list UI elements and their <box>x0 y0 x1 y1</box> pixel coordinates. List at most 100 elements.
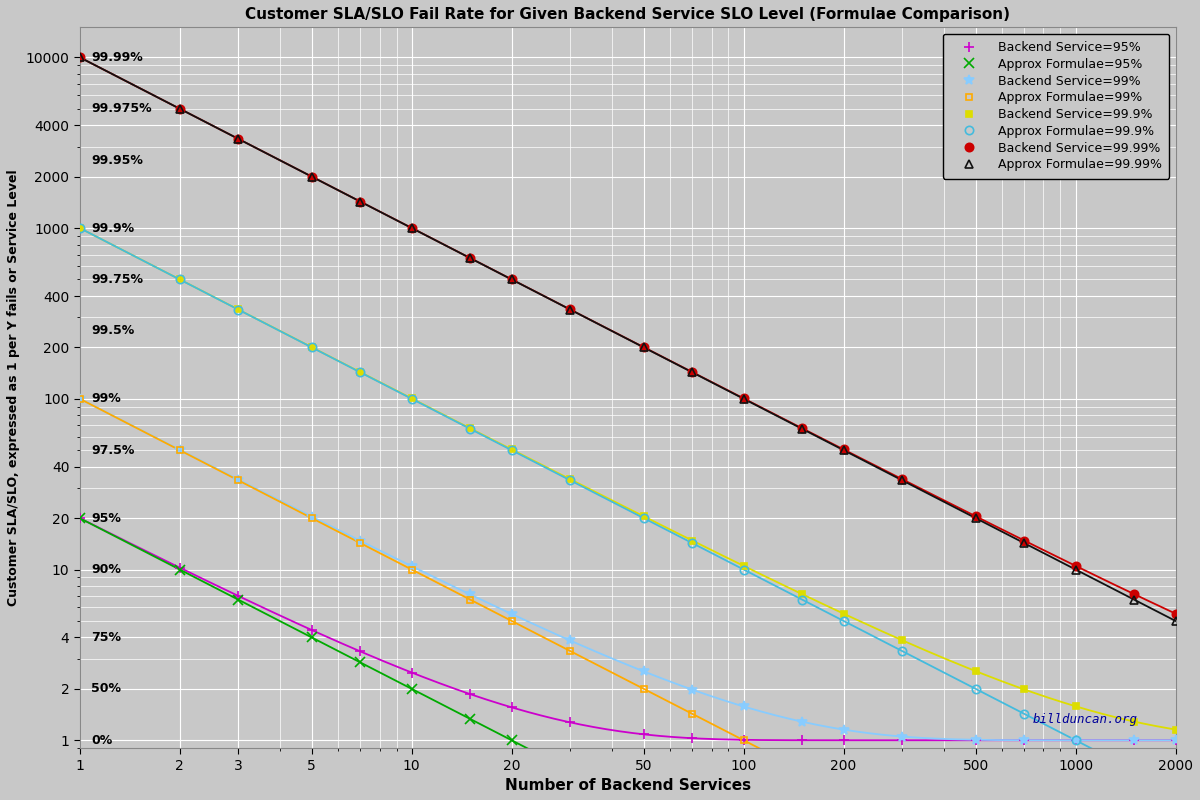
Approx Formulae=99.99% <box>895 475 910 485</box>
Backend Service=99% <box>353 536 367 546</box>
Approx Formulae=99% <box>737 735 751 745</box>
Approx Formulae=99.99% <box>305 172 319 182</box>
Backend Service=95% <box>1018 735 1032 745</box>
Backend Service=95% <box>1169 735 1183 745</box>
Approx Formulae=99.99% <box>563 305 577 314</box>
Line: Approx Formulae=99.9%: Approx Formulae=99.9% <box>76 224 1180 796</box>
Backend Service=95% <box>968 735 983 745</box>
Approx Formulae=99.99% <box>836 446 851 455</box>
Backend Service=99.9% <box>685 536 700 546</box>
Backend Service=99.99% <box>1127 590 1141 599</box>
Backend Service=99.9% <box>1169 725 1183 734</box>
Backend Service=95% <box>72 514 86 523</box>
Backend Service=99.99% <box>353 197 367 206</box>
Approx Formulae=99% <box>230 475 245 485</box>
Backend Service=99% <box>895 732 910 742</box>
Approx Formulae=99% <box>463 595 478 605</box>
Line: Backend Service=95%: Backend Service=95% <box>74 514 1181 745</box>
Approx Formulae=99.99% <box>404 223 419 233</box>
Approx Formulae=95% <box>72 514 86 523</box>
Text: 99.975%: 99.975% <box>91 102 151 115</box>
Approx Formulae=99% <box>353 538 367 548</box>
Line: Approx Formulae=95%: Approx Formulae=95% <box>74 514 1181 800</box>
Backend Service=99.9% <box>794 590 809 599</box>
Approx Formulae=99.9% <box>563 475 577 485</box>
Approx Formulae=99.9% <box>685 538 700 548</box>
Backend Service=99.99% <box>968 511 983 521</box>
Backend Service=99.9% <box>636 511 650 521</box>
Backend Service=99.9% <box>1068 702 1082 711</box>
Backend Service=99% <box>1018 735 1032 745</box>
Approx Formulae=95% <box>173 565 187 574</box>
Approx Formulae=95% <box>563 766 577 775</box>
Approx Formulae=99% <box>636 684 650 694</box>
Text: 95%: 95% <box>91 512 121 525</box>
Backend Service=99.9% <box>305 342 319 352</box>
Backend Service=99% <box>563 636 577 646</box>
Approx Formulae=99.9% <box>895 646 910 656</box>
Backend Service=95% <box>836 735 851 745</box>
Text: 50%: 50% <box>91 682 121 695</box>
Backend Service=99% <box>305 512 319 522</box>
Approx Formulae=99.9% <box>1068 735 1082 745</box>
Backend Service=99% <box>173 445 187 454</box>
Backend Service=99.99% <box>895 474 910 484</box>
Text: 99.75%: 99.75% <box>91 273 143 286</box>
Backend Service=99.99% <box>305 172 319 182</box>
Backend Service=95% <box>404 668 419 678</box>
Approx Formulae=99.9% <box>737 565 751 574</box>
Backend Service=99.99% <box>504 274 518 284</box>
Backend Service=99% <box>685 685 700 694</box>
Backend Service=99.9% <box>353 367 367 377</box>
Approx Formulae=99.99% <box>1169 616 1183 626</box>
Line: Backend Service=99.9%: Backend Service=99.9% <box>77 225 1180 733</box>
Text: 99.9%: 99.9% <box>91 222 134 234</box>
Approx Formulae=99.9% <box>1169 787 1183 797</box>
Backend Service=99% <box>72 394 86 404</box>
Approx Formulae=99.99% <box>353 197 367 206</box>
Approx Formulae=99% <box>836 787 851 797</box>
Legend: Backend Service=95%, Approx Formulae=95%, Backend Service=99%, Approx Formulae=9: Backend Service=95%, Approx Formulae=95%… <box>943 34 1169 178</box>
Text: billduncan.org: billduncan.org <box>1032 714 1138 726</box>
Backend Service=99.99% <box>173 104 187 114</box>
Backend Service=99% <box>1127 735 1141 745</box>
Backend Service=99% <box>404 562 419 571</box>
Approx Formulae=99.99% <box>794 424 809 434</box>
Approx Formulae=99.9% <box>72 223 86 233</box>
Line: Approx Formulae=99.99%: Approx Formulae=99.99% <box>76 53 1180 625</box>
Backend Service=99.99% <box>563 305 577 314</box>
Backend Service=99.9% <box>737 561 751 570</box>
Backend Service=95% <box>1068 735 1082 745</box>
Backend Service=99% <box>1068 735 1082 745</box>
Approx Formulae=99.99% <box>968 514 983 523</box>
Approx Formulae=99.9% <box>463 424 478 434</box>
Approx Formulae=99.9% <box>353 367 367 377</box>
Backend Service=99% <box>794 717 809 726</box>
Backend Service=99.9% <box>1127 717 1141 726</box>
Backend Service=95% <box>685 734 700 743</box>
Approx Formulae=99.99% <box>1068 565 1082 574</box>
Text: 97.5%: 97.5% <box>91 444 134 457</box>
Line: Backend Service=99%: Backend Service=99% <box>74 394 1181 745</box>
Backend Service=99.9% <box>173 274 187 284</box>
Backend Service=99% <box>230 474 245 484</box>
Backend Service=99.9% <box>404 394 419 403</box>
Backend Service=99.9% <box>504 445 518 454</box>
Approx Formulae=99.9% <box>1018 709 1032 718</box>
Text: 99.5%: 99.5% <box>91 324 134 338</box>
Backend Service=99.9% <box>895 635 910 645</box>
Backend Service=95% <box>794 735 809 745</box>
Approx Formulae=99.9% <box>836 616 851 626</box>
Title: Customer SLA/SLO Fail Rate for Given Backend Service SLO Level (Formulae Compari: Customer SLA/SLO Fail Rate for Given Bac… <box>245 7 1010 22</box>
Approx Formulae=99% <box>685 709 700 718</box>
Approx Formulae=99.9% <box>636 514 650 523</box>
Line: Approx Formulae=99%: Approx Formulae=99% <box>77 395 1180 800</box>
Backend Service=99.9% <box>230 305 245 314</box>
Approx Formulae=99.99% <box>737 394 751 404</box>
Line: Backend Service=99.99%: Backend Service=99.99% <box>76 53 1180 618</box>
Backend Service=99.99% <box>404 223 419 233</box>
Text: 99.99%: 99.99% <box>91 51 143 64</box>
Approx Formulae=99% <box>305 514 319 523</box>
Backend Service=95% <box>305 626 319 635</box>
Backend Service=99.99% <box>794 423 809 433</box>
